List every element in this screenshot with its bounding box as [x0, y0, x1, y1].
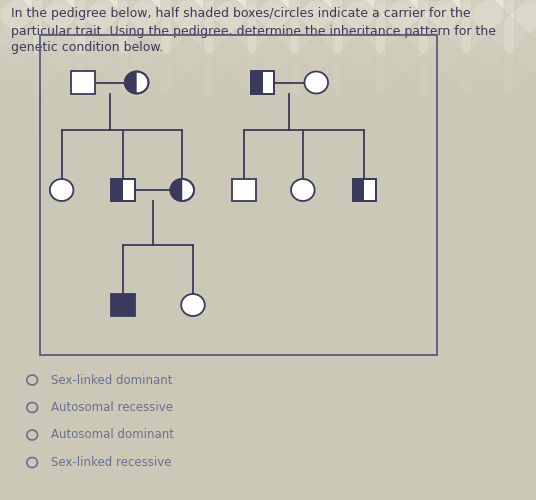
- Bar: [111, 179, 123, 201]
- Bar: [232, 179, 256, 201]
- Text: Autosomal recessive: Autosomal recessive: [51, 401, 173, 414]
- Circle shape: [304, 72, 328, 94]
- Bar: [111, 294, 135, 316]
- Bar: [111, 179, 135, 201]
- Bar: [353, 179, 376, 201]
- Circle shape: [170, 179, 194, 201]
- Circle shape: [125, 72, 148, 94]
- Text: Sex-linked dominant: Sex-linked dominant: [51, 374, 173, 386]
- Text: Sex-linked recessive: Sex-linked recessive: [51, 456, 172, 469]
- Bar: [251, 72, 274, 94]
- Bar: [353, 179, 376, 201]
- Circle shape: [291, 179, 315, 201]
- Text: In the pedigree below, half shaded boxes/circles indicate a carrier for the
part: In the pedigree below, half shaded boxes…: [11, 8, 496, 54]
- Bar: [251, 72, 263, 94]
- Wedge shape: [170, 179, 182, 201]
- Circle shape: [50, 179, 73, 201]
- Wedge shape: [125, 72, 137, 94]
- Bar: [71, 72, 95, 94]
- Bar: [353, 179, 364, 201]
- Bar: [40, 35, 437, 355]
- Circle shape: [181, 294, 205, 316]
- Text: Autosomal dominant: Autosomal dominant: [51, 428, 174, 442]
- Bar: [251, 72, 274, 94]
- Bar: [111, 179, 135, 201]
